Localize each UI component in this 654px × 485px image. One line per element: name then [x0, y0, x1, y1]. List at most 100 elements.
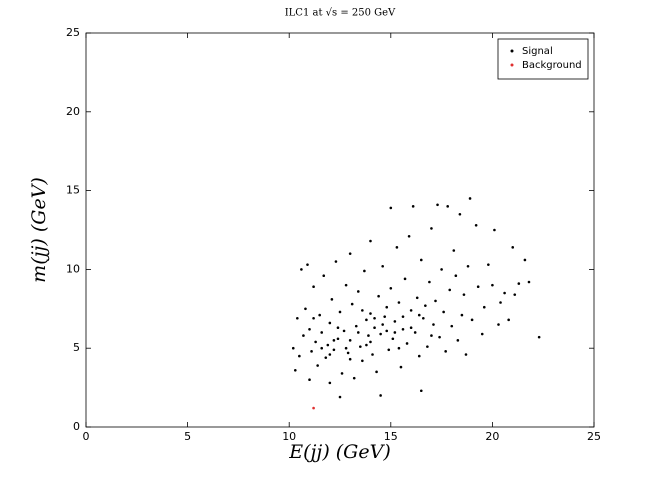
scatter-point	[476, 285, 480, 289]
scatter-point	[450, 324, 454, 328]
scatter-point	[409, 326, 413, 330]
x-tick-label: 5	[184, 430, 191, 443]
scatter-point	[517, 282, 521, 285]
y-tick-label: 0	[73, 420, 80, 433]
scatter-point	[381, 323, 384, 326]
x-tick-label: 10	[282, 430, 296, 443]
scatter-point	[507, 318, 510, 322]
scatter-point	[375, 370, 378, 374]
x-axis-label: E(jj) (GeV)	[288, 441, 391, 463]
scatter-point	[440, 268, 443, 271]
scatter-point	[391, 337, 395, 341]
scatter-point	[480, 332, 484, 336]
scatter-point	[354, 324, 358, 328]
scatter-point	[334, 260, 338, 263]
x-tick-label: 0	[83, 430, 90, 443]
scatter-point	[456, 339, 460, 342]
scatter-point	[300, 268, 303, 271]
scatter-point	[312, 285, 315, 289]
scatter-point	[419, 389, 423, 393]
plot-frame	[85, 32, 595, 428]
scatter-point	[405, 342, 409, 345]
scatter-point	[419, 258, 423, 262]
scatter-point	[361, 309, 364, 312]
scatter-point	[499, 301, 502, 304]
scatter-point	[328, 381, 332, 385]
scatter-point	[397, 301, 401, 304]
x-tick-label: 25	[587, 430, 601, 443]
scatter-point	[448, 288, 452, 292]
scatter-point	[466, 264, 470, 268]
scatter-point	[385, 305, 389, 309]
scatter-point	[417, 354, 421, 358]
scatter-point	[381, 264, 384, 268]
scatter-point	[320, 346, 324, 350]
scatter-point	[328, 321, 332, 325]
scatter-point	[318, 313, 321, 317]
scatter-point	[409, 309, 413, 312]
scatter-point	[350, 302, 354, 306]
scatter-point	[389, 206, 393, 210]
scatter-point	[428, 280, 431, 284]
scatter-point	[395, 246, 399, 249]
legend-label: Signal	[522, 46, 553, 57]
scatter-point	[493, 228, 496, 232]
scatter-point	[393, 320, 397, 323]
scatter-point	[487, 263, 490, 266]
scatter-point	[298, 354, 301, 358]
scatter-point	[511, 246, 515, 249]
scatter-point	[302, 334, 305, 337]
scatter-point	[399, 365, 403, 369]
scatter-point	[383, 315, 387, 318]
scatter-point	[442, 310, 445, 314]
scatter-point	[468, 197, 472, 200]
scatter-point	[482, 305, 486, 309]
chart-title: ILC1 at √s = 250 GeV	[285, 8, 396, 19]
scatter-point	[312, 406, 315, 410]
scatter-point	[434, 299, 437, 303]
scatter-point	[373, 326, 376, 330]
scatter-point	[387, 348, 391, 352]
x-tick-label: 20	[485, 430, 499, 443]
scatter-point	[316, 364, 319, 367]
scatter-point	[338, 310, 342, 314]
scatter-point	[464, 353, 468, 356]
scatter-point	[356, 290, 360, 293]
scatter-point	[438, 335, 441, 339]
scatter-point	[460, 313, 464, 317]
scatter-point	[291, 346, 295, 350]
x-tick-label: 15	[384, 430, 398, 443]
scatter-point	[379, 394, 382, 397]
scatter-point	[497, 323, 500, 326]
scatter-point	[304, 307, 307, 311]
scatter-point	[430, 334, 433, 337]
scatter-point	[458, 212, 462, 216]
scatter-point	[369, 312, 372, 315]
scatter-point	[340, 372, 344, 375]
scatter-point	[322, 274, 326, 278]
y-tick-label: 25	[66, 26, 80, 39]
scatter-point	[401, 315, 405, 318]
scatter-point	[470, 318, 474, 322]
scatter-point	[308, 378, 311, 382]
scatter-point	[336, 326, 340, 330]
scatter-point	[436, 203, 439, 207]
scatter-point	[407, 235, 411, 238]
legend-marker	[510, 63, 514, 67]
legend-marker	[510, 49, 514, 53]
scatter-point	[401, 327, 405, 331]
scatter-point	[312, 316, 315, 320]
legend-label: Background	[522, 60, 582, 71]
y-tick-label: 20	[66, 105, 80, 118]
scatter-point	[348, 339, 352, 342]
scatter-point	[346, 351, 350, 355]
scatter-point	[324, 356, 328, 359]
scatter-point	[452, 249, 456, 252]
scatter-point	[332, 348, 336, 352]
scatter-point	[379, 332, 382, 336]
scatter-point	[417, 313, 421, 317]
y-tick-label: 10	[66, 262, 80, 275]
scatter-point	[310, 350, 313, 353]
scatter-point	[296, 316, 299, 320]
scatter-point	[314, 340, 317, 344]
